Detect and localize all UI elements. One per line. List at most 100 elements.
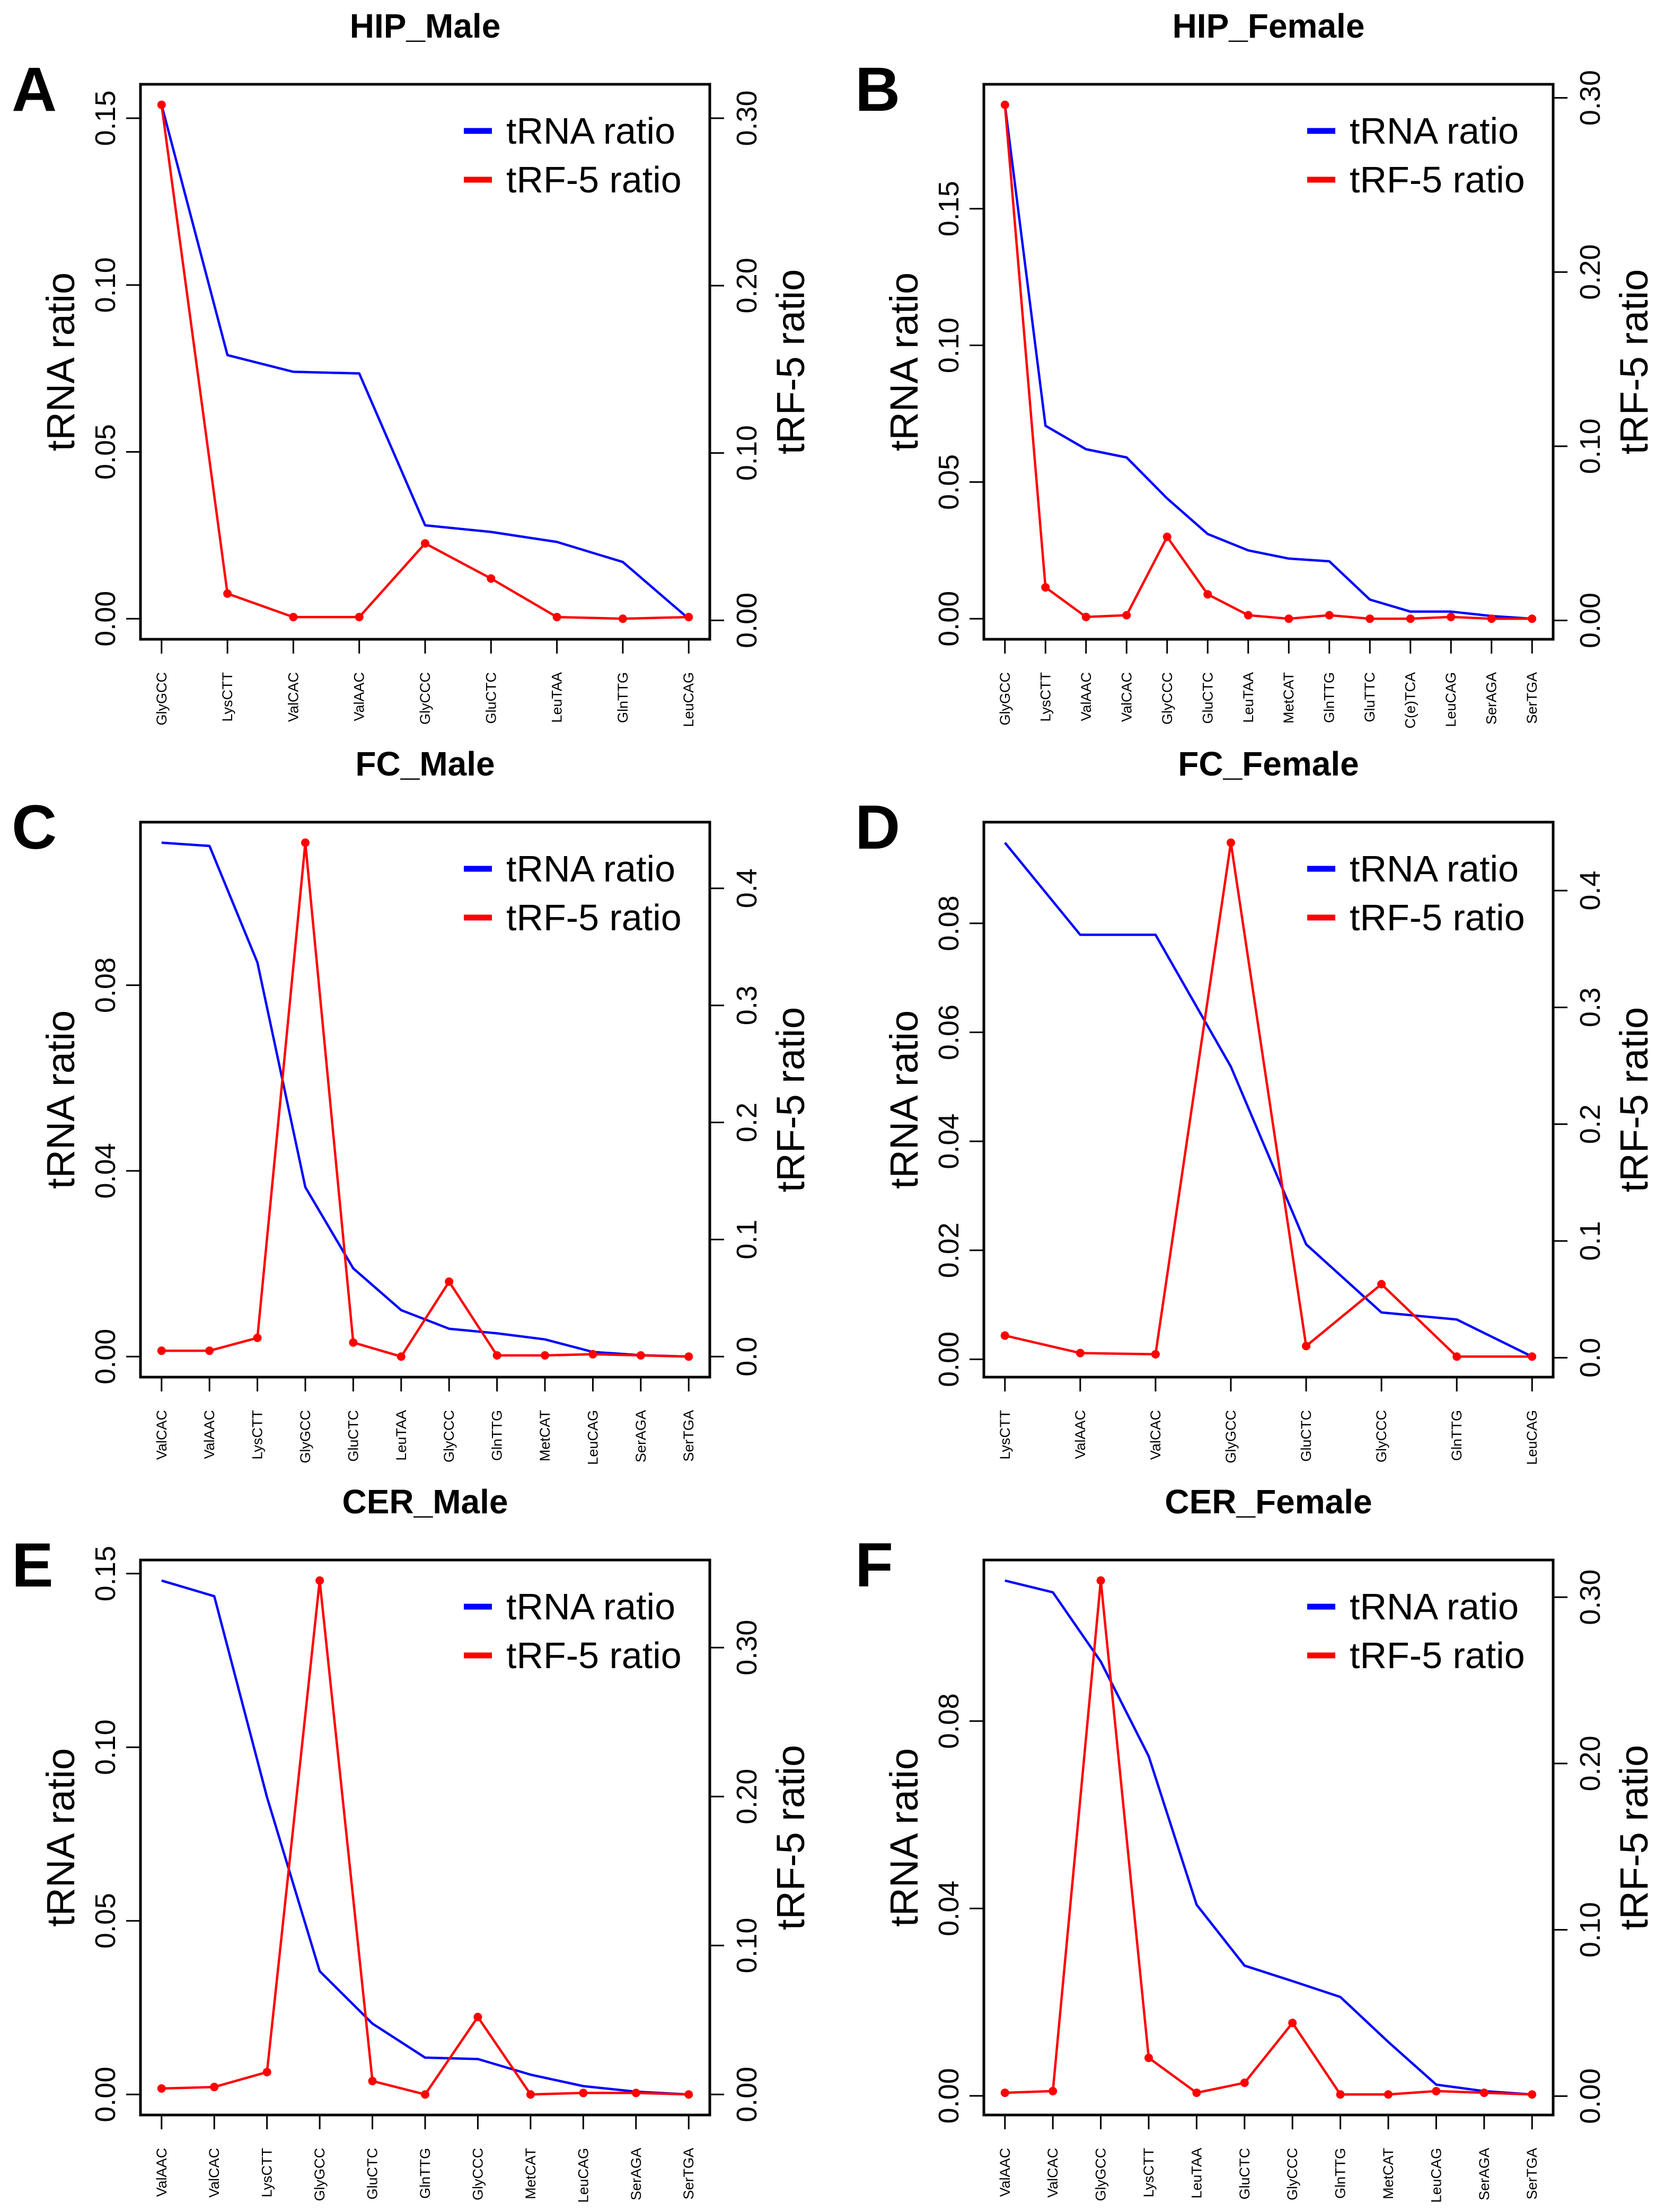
series-line-trf5 — [161, 841, 689, 1358]
panel-e: E CER_Male ValAAC ValCAC LysCTT GlyGCC GluCTC G… — [12, 1483, 813, 2203]
y2-axis-label: tRF-5 ratio — [769, 1007, 813, 1193]
panel-letter: E — [12, 1530, 54, 1600]
data-point — [421, 539, 429, 548]
x-tick-label: LeuTAA — [1240, 672, 1256, 723]
y-axis-label: tRNA ratio — [882, 1748, 926, 1927]
x-tick-label: MetCAT — [523, 2148, 539, 2199]
y-tick-label: 0.08 — [933, 1693, 965, 1749]
data-point — [636, 1351, 645, 1360]
data-point — [397, 1352, 406, 1361]
x-tick-label: GlyCCC — [1284, 2148, 1300, 2200]
x-tick-label: LeuCAG — [585, 1410, 601, 1465]
data-point — [473, 2013, 482, 2022]
series-line-trf5 — [1003, 104, 1532, 620]
x-tick-label: GluCTC — [1298, 1410, 1314, 1462]
x-tick-label: LeuCAG — [1443, 672, 1459, 727]
data-point — [1000, 1331, 1009, 1340]
legend-label: tRNA ratio — [1350, 1586, 1519, 1627]
data-point — [262, 2068, 271, 2077]
legend-label: tRF-5 ratio — [506, 897, 682, 938]
y-tick-label: 0.10 — [90, 257, 121, 313]
y2-tick-label: 0.00 — [1574, 593, 1606, 648]
y2-tick-label: 0.20 — [1574, 244, 1606, 300]
data-point — [1528, 1352, 1537, 1361]
y2-tick-label: 0.20 — [1574, 1735, 1606, 1791]
legend: tRNA ratio tRF-5 ratio — [1307, 1586, 1525, 1676]
panel-letter: F — [855, 1530, 893, 1600]
y2-axis-label: tRF-5 ratio — [1612, 1007, 1656, 1193]
y-tick-label: 0.10 — [933, 318, 965, 373]
x-tick-label: GluCTC — [1200, 672, 1215, 724]
data-point — [421, 2090, 429, 2099]
x-tick-label: LeuCAG — [681, 672, 697, 727]
x-tick-label: GlyGCC — [312, 2148, 328, 2201]
x-tick-label: LysCTT — [259, 2148, 275, 2198]
data-point — [684, 2090, 693, 2099]
data-point — [1240, 2078, 1249, 2087]
y-tick-label: 0.04 — [90, 1143, 121, 1198]
data-point — [1284, 614, 1293, 623]
y-axis-label: tRNA ratio — [882, 272, 926, 451]
data-point — [349, 1338, 358, 1347]
data-point — [684, 613, 693, 622]
x-tick-label: MetCAT — [1380, 2148, 1396, 2199]
x-tick-label: ValAAC — [997, 2148, 1013, 2197]
panel-letter: D — [855, 792, 900, 862]
data-point — [1081, 612, 1090, 621]
x-tick-label: GluCTC — [345, 1410, 361, 1462]
data-point — [315, 1576, 324, 1585]
plot-frame — [982, 821, 1555, 1379]
y2-tick-label: 0.10 — [1574, 418, 1606, 474]
data-point — [1432, 2086, 1441, 2095]
y2-tick-label: 0.00 — [731, 2067, 763, 2122]
x-tick-label: GlnTTG — [1449, 1410, 1465, 1461]
y-tick-label: 0.00 — [90, 591, 121, 647]
y2-tick-label: 0.10 — [731, 1918, 763, 1973]
y-tick-label: 0.15 — [90, 1546, 121, 1601]
y2-tick-label: 0.30 — [731, 90, 763, 146]
x-tick-label: GluCTC — [1237, 2148, 1253, 2200]
chart-title: FC_Male — [355, 745, 495, 783]
y-axis-label: tRNA ratio — [39, 272, 83, 451]
chart-title: FC_Female — [1178, 745, 1359, 783]
y-tick-label: 0.04 — [933, 1881, 965, 1936]
y2-tick-label: 0.0 — [731, 1337, 763, 1377]
x-tick-label: GlyCCC — [1159, 672, 1175, 725]
panel-a: A HIP_Male GlyGCC LysCTT ValCAC ValAAC GlyCCC G… — [12, 7, 813, 727]
data-point — [1000, 2088, 1009, 2098]
legend-label: tRNA ratio — [506, 1586, 675, 1627]
plot-frame — [139, 821, 711, 1379]
data-point — [1096, 1576, 1105, 1585]
data-point — [223, 589, 232, 598]
y2-tick-label: 0.3 — [731, 985, 763, 1025]
x-tick-label: LysCTT — [997, 1410, 1013, 1460]
x-tick-label: SerAGA — [628, 2148, 644, 2200]
legend: tRNA ratio tRF-5 ratio — [464, 848, 682, 938]
y2-tick-label: 0.4 — [1574, 871, 1606, 911]
x-tick-label: GlyCCC — [1373, 1410, 1389, 1462]
data-point — [157, 2084, 166, 2093]
data-point — [541, 1351, 550, 1360]
chart-title: CER_Male — [342, 1483, 508, 1521]
legend-label: tRNA ratio — [1350, 110, 1519, 152]
data-point — [1487, 614, 1496, 623]
x-tick-label: ValCAC — [285, 672, 301, 722]
data-point — [492, 1351, 501, 1360]
chart-title: HIP_Female — [1173, 7, 1365, 45]
x-tick-label: LysCTT — [1141, 2148, 1157, 2198]
legend: tRNA ratio tRF-5 ratio — [464, 110, 682, 200]
x-tick-label: GlyGCC — [997, 672, 1013, 726]
y2-tick-label: 0.4 — [731, 868, 763, 908]
x-tick-label: GluTTC — [1362, 672, 1378, 722]
x-tick-label: GlyGCC — [1223, 1410, 1239, 1464]
x-tick-label: GlnTTG — [1322, 672, 1337, 723]
x-tick-label: ValCAC — [154, 1410, 170, 1460]
x-tick-label: LeuTAA — [1188, 2148, 1204, 2199]
y-tick-label: 0.05 — [933, 454, 965, 510]
x-tick-label: GlyCCC — [441, 1410, 457, 1462]
data-point — [1076, 1349, 1085, 1358]
x-tick-label: ValAAC — [1078, 672, 1094, 721]
y-axis-label: tRNA ratio — [39, 1748, 83, 1927]
legend: tRNA ratio tRF-5 ratio — [1307, 848, 1525, 938]
data-point — [1000, 100, 1009, 109]
